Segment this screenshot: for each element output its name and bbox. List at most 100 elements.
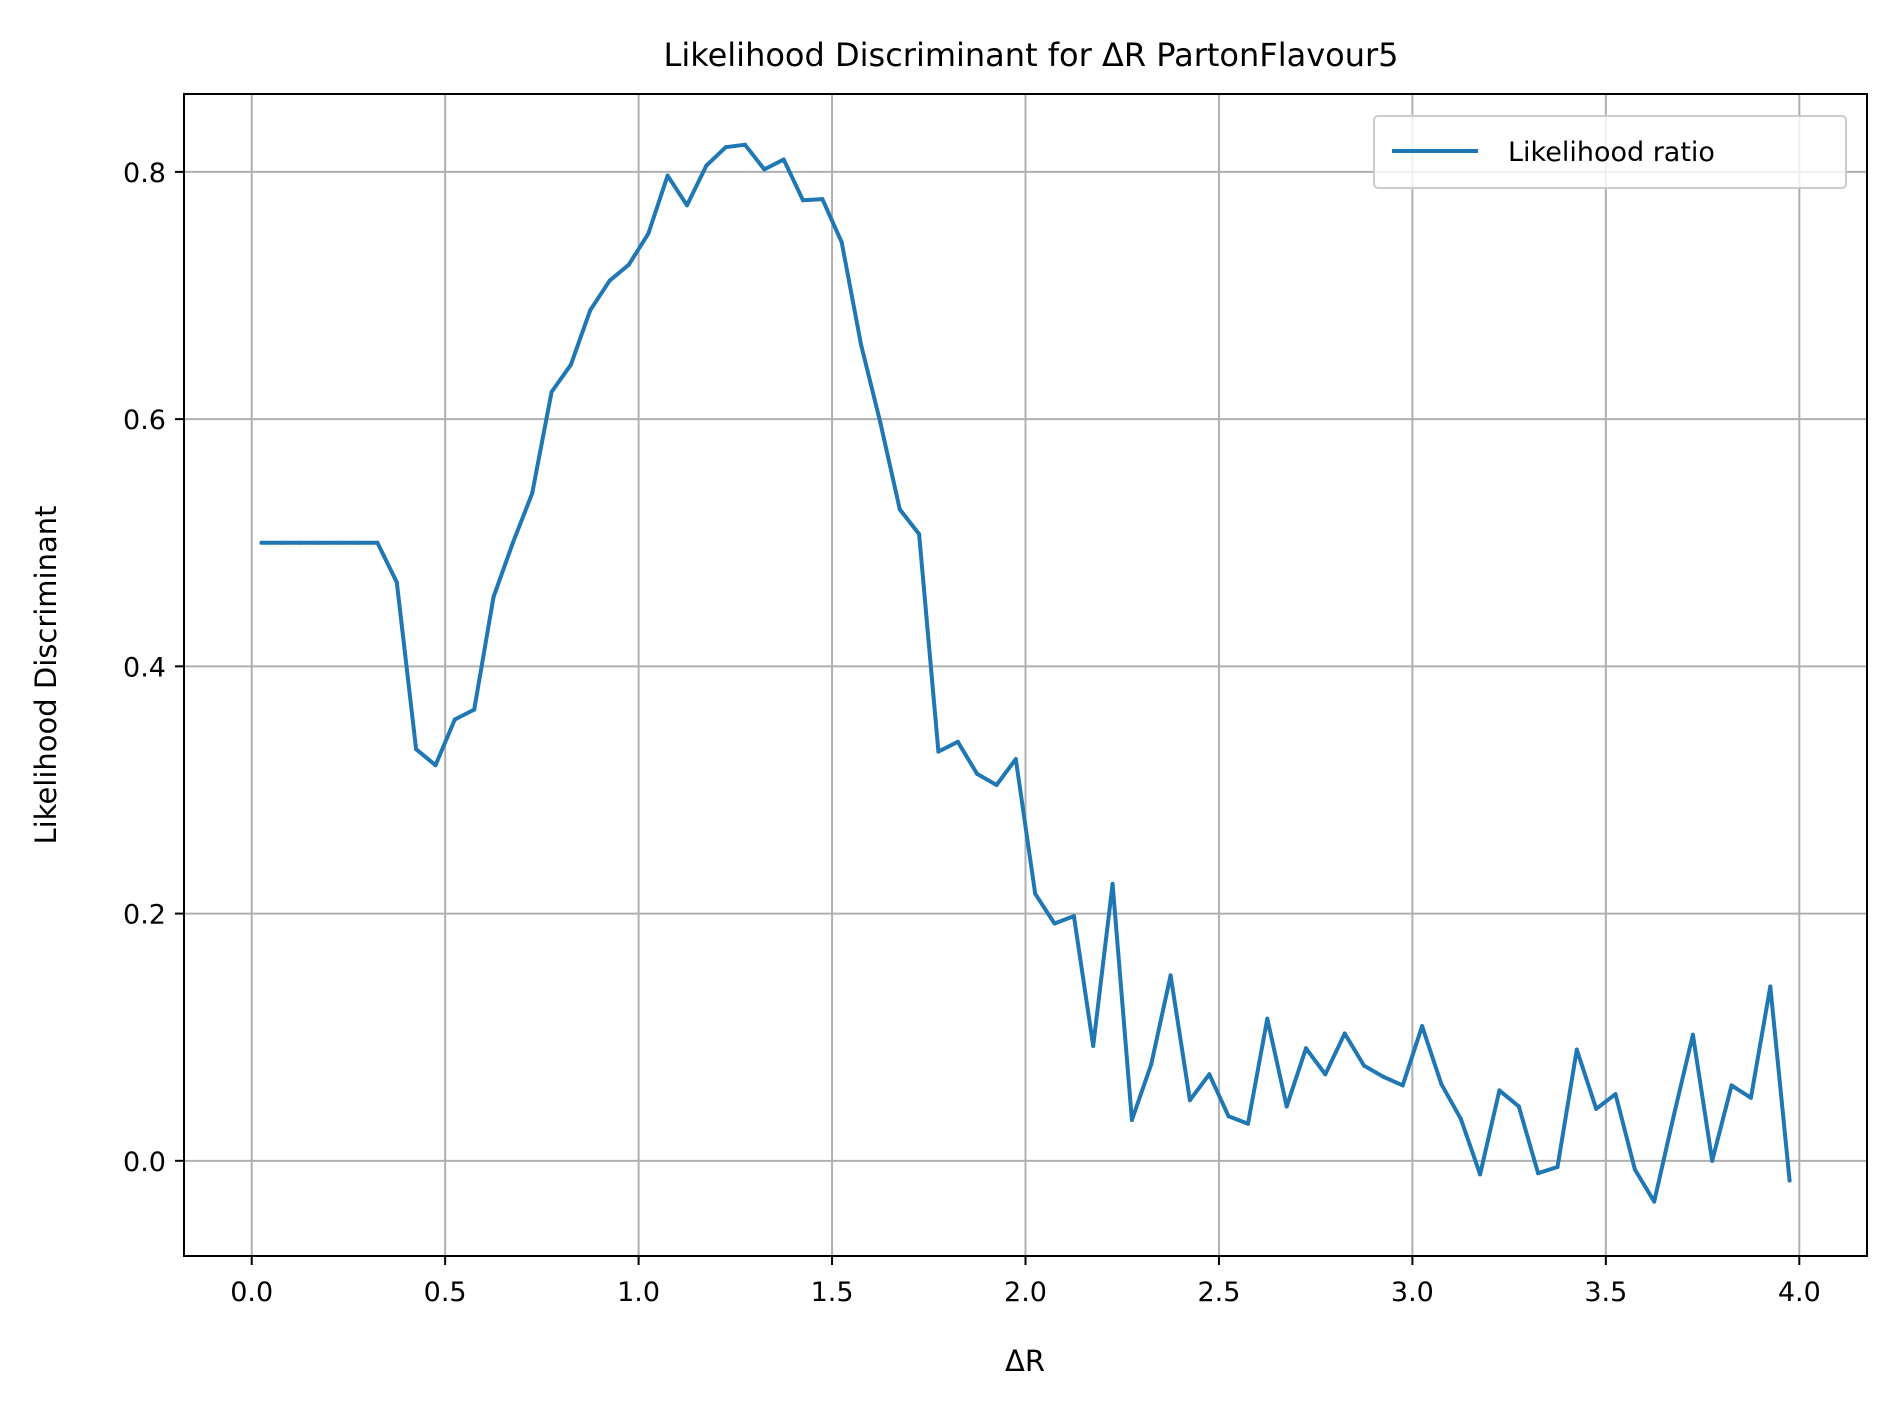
data-point: [1439, 1082, 1444, 1087]
data-point: [394, 580, 399, 585]
data-point: [375, 540, 380, 545]
data-point: [646, 231, 651, 236]
data-point: [549, 389, 554, 394]
data-point: [1381, 1074, 1386, 1079]
data-point: [1033, 891, 1038, 896]
data-point: [259, 540, 264, 545]
series-line: [261, 142, 1792, 1204]
data-point: [1323, 1072, 1328, 1077]
data-point: [1226, 1114, 1231, 1119]
data-point: [298, 540, 303, 545]
data-point: [1149, 1062, 1154, 1067]
data-point: [1052, 921, 1057, 926]
data-point: [1362, 1063, 1366, 1068]
data-point: [588, 308, 593, 313]
y-tick-label: 0.6: [123, 405, 166, 436]
data-point: [491, 595, 496, 600]
data-point: [1400, 1083, 1405, 1088]
data-point: [1091, 1043, 1096, 1048]
x-tick-label: 3.5: [1584, 1277, 1627, 1308]
data-point: [975, 771, 980, 776]
data-point: [336, 540, 341, 545]
x-tick-label: 1.5: [811, 1277, 854, 1308]
data-point: [472, 707, 477, 712]
data-point: [762, 167, 767, 172]
data-point: [1497, 1088, 1502, 1093]
data-point: [994, 783, 999, 787]
x-tick-label: 3.0: [1391, 1277, 1434, 1308]
data-point: [568, 362, 573, 367]
data-point: [1129, 1118, 1134, 1122]
data-point: [510, 540, 515, 545]
data-point: [955, 739, 960, 744]
x-tick-label: 2.0: [1004, 1277, 1047, 1308]
data-point: [1342, 1031, 1347, 1036]
data-point: [897, 507, 902, 512]
data-point: [1246, 1121, 1250, 1126]
data-point: [917, 532, 922, 537]
data-point: [1420, 1024, 1425, 1029]
data-point: [1458, 1116, 1463, 1121]
x-tick-label: 0.5: [424, 1277, 467, 1308]
data-point: [1690, 1032, 1695, 1037]
data-point: [433, 763, 438, 768]
data-point: [530, 491, 535, 496]
data-point: [839, 240, 844, 245]
data-point: [278, 540, 283, 545]
y-tick-label: 0.2: [123, 900, 166, 931]
data-point: [936, 749, 941, 754]
data-point: [859, 342, 864, 347]
x-tick-label: 1.0: [617, 1277, 660, 1308]
data-point: [1478, 1172, 1483, 1177]
data-point: [1013, 757, 1018, 762]
y-axis-label: Likelihood Discriminant: [29, 505, 63, 844]
data-point: [452, 717, 457, 722]
data-point: [1574, 1047, 1579, 1052]
data-point: [414, 747, 419, 752]
data-point: [1594, 1106, 1599, 1111]
data-point: [1748, 1095, 1753, 1100]
data-point: [685, 203, 689, 208]
legend: Likelihood ratio: [1373, 115, 1847, 189]
data-point: [781, 157, 786, 162]
y-axis: 0.0 0.2 0.4 0.6 0.8: [123, 158, 184, 1178]
x-tick-label: 2.5: [1197, 1277, 1240, 1308]
data-point: [1613, 1092, 1618, 1097]
data-point: [743, 142, 747, 147]
data-point: [607, 278, 612, 283]
data-point: [1516, 1104, 1521, 1109]
data-point: [1555, 1165, 1560, 1169]
data-point: [1284, 1104, 1289, 1109]
y-tick-label: 0.8: [123, 158, 166, 189]
y-tick-label: 0.4: [123, 652, 166, 683]
data-point: [1787, 1178, 1792, 1183]
legend-label: Likelihood ratio: [1508, 137, 1715, 168]
data-point: [317, 540, 322, 545]
x-tick-label: 4.0: [1778, 1277, 1821, 1308]
data-point: [1768, 984, 1773, 989]
legend-box: [1373, 115, 1847, 189]
x-tick-label: 0.0: [230, 1277, 273, 1308]
data-point: [665, 173, 670, 178]
data-point: [1652, 1199, 1657, 1204]
series-layer: [259, 142, 1792, 1204]
data-point: [1265, 1016, 1270, 1021]
data-point: [1207, 1072, 1212, 1077]
data-point: [723, 145, 728, 150]
data-point: [1110, 881, 1115, 886]
data-point: [820, 197, 825, 202]
data-point: [878, 420, 883, 425]
y-tick-label: 0.0: [123, 1147, 166, 1178]
data-point: [801, 198, 805, 203]
data-point: [1632, 1167, 1637, 1172]
data-point: [1168, 973, 1173, 978]
data-point: [1671, 1114, 1676, 1119]
data-point: [356, 540, 361, 545]
chart-title: Likelihood Discriminant for ΔR PartonFla…: [663, 36, 1398, 74]
data-point: [1536, 1171, 1541, 1176]
data-point: [626, 262, 631, 267]
data-point: [1729, 1083, 1734, 1088]
data-point: [1187, 1098, 1192, 1103]
